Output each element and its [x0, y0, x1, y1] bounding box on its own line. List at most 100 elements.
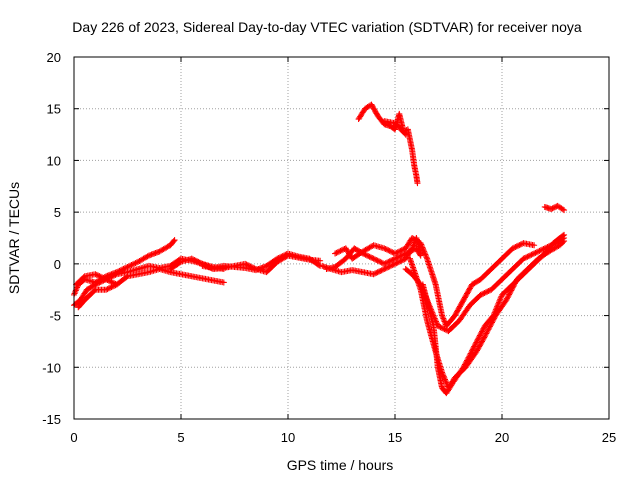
data-point	[559, 232, 566, 239]
data-point	[131, 260, 138, 267]
data-point	[463, 358, 470, 365]
data-point	[386, 263, 393, 270]
data-point	[476, 333, 483, 340]
data-point	[129, 261, 136, 268]
x-tick-label: 0	[70, 430, 77, 445]
data-point	[559, 206, 566, 213]
data-point	[367, 254, 374, 261]
data-point	[400, 251, 407, 258]
data-point	[456, 303, 463, 310]
data-point	[515, 242, 522, 249]
data-point	[485, 288, 492, 295]
data-point	[373, 256, 380, 263]
data-point	[383, 259, 390, 266]
data-point	[504, 294, 511, 301]
data-point	[176, 259, 183, 266]
data-point	[486, 323, 493, 330]
data-point	[191, 256, 198, 263]
x-tick-label: 15	[388, 430, 402, 445]
data-point	[511, 244, 518, 251]
data-point	[506, 291, 513, 298]
data-point	[119, 266, 126, 273]
x-tick-label: 5	[177, 430, 184, 445]
data-point	[386, 247, 393, 254]
data-point	[525, 253, 532, 260]
data-point	[513, 243, 520, 250]
data-point	[440, 325, 447, 332]
data-point	[482, 331, 489, 338]
data-point	[91, 287, 98, 294]
data-point	[332, 250, 339, 257]
data-point	[549, 205, 556, 212]
data-point	[459, 298, 466, 305]
data-point	[397, 247, 404, 254]
data-point	[481, 289, 488, 296]
data-point	[398, 252, 405, 259]
series-track-12	[419, 231, 568, 397]
y-tick-label: 0	[54, 257, 61, 272]
data-point	[484, 329, 491, 336]
data-point	[442, 377, 449, 384]
data-point	[483, 330, 490, 337]
data-point	[111, 272, 118, 279]
data-point	[378, 259, 385, 266]
data-point	[104, 286, 111, 293]
data-point	[465, 288, 472, 295]
y-tick-label: -15	[42, 412, 61, 427]
data-point	[456, 304, 463, 311]
data-point	[550, 204, 557, 211]
data-point	[374, 269, 381, 276]
data-point	[105, 277, 112, 284]
data-point	[124, 263, 131, 270]
data-point	[441, 326, 448, 333]
data-point	[439, 370, 446, 377]
data-point	[170, 238, 177, 245]
data-point	[276, 254, 283, 261]
data-point	[473, 339, 480, 346]
x-tick-label: 20	[495, 430, 509, 445]
data-point	[401, 130, 408, 137]
series-track-4	[75, 281, 120, 311]
data-point	[443, 379, 450, 386]
data-point	[454, 307, 461, 314]
data-point	[464, 289, 471, 296]
data-point	[559, 239, 566, 246]
data-point	[527, 252, 534, 259]
chart-title: Day 226 of 2023, Sidereal Day-to-day VTE…	[72, 19, 582, 35]
data-point	[509, 245, 516, 252]
data-point	[92, 271, 99, 278]
data-point	[96, 279, 103, 286]
data-point	[385, 258, 392, 265]
data-point	[517, 241, 524, 248]
data-point	[107, 278, 114, 285]
data-point	[463, 291, 470, 298]
data-point	[80, 274, 87, 281]
data-point	[378, 267, 385, 274]
data-point	[381, 245, 388, 252]
data-point	[484, 327, 491, 334]
data-point	[436, 323, 443, 330]
data-point	[192, 257, 199, 264]
data-point	[466, 286, 473, 293]
data-point	[531, 250, 538, 257]
data-point	[393, 249, 400, 256]
data-point	[133, 259, 140, 266]
data-point	[460, 364, 467, 371]
data-point	[392, 255, 398, 262]
data-point	[387, 248, 394, 255]
data-point	[393, 255, 400, 262]
data-point	[371, 270, 378, 277]
data-point	[512, 244, 519, 251]
y-tick-label: 5	[54, 205, 61, 220]
data-point	[521, 255, 528, 262]
data-point	[460, 297, 467, 304]
y-tick-label: 10	[47, 153, 61, 168]
data-point	[482, 289, 489, 296]
data-point	[458, 300, 465, 307]
data-point	[366, 253, 373, 260]
data-point	[479, 328, 486, 335]
data-point	[99, 274, 106, 281]
data-point	[112, 271, 119, 278]
data-point	[486, 324, 493, 331]
data-point	[438, 324, 445, 331]
